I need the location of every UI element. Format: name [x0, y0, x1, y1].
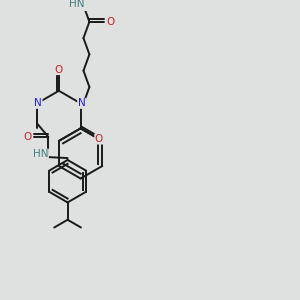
Text: N: N	[34, 98, 42, 108]
Text: O: O	[95, 134, 103, 144]
Text: HN: HN	[69, 0, 85, 8]
Text: N: N	[78, 98, 86, 108]
Text: O: O	[55, 64, 63, 75]
Text: O: O	[106, 17, 115, 27]
Text: O: O	[23, 132, 31, 142]
Text: HN: HN	[33, 149, 48, 159]
